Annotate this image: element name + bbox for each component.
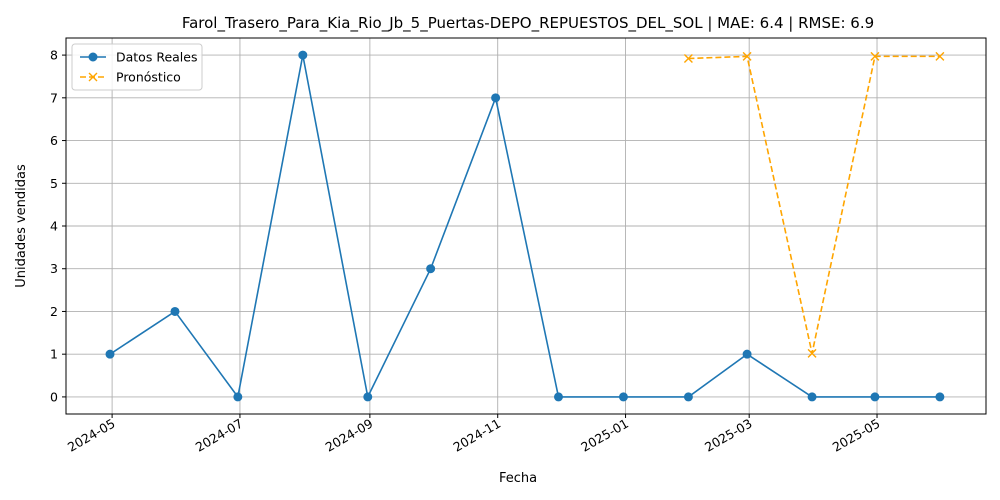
- data-point: [683, 392, 693, 402]
- y-tick-label: 7: [50, 90, 58, 105]
- legend-box: [71, 43, 203, 91]
- x-tick-label: 2025-03: [702, 416, 755, 455]
- series-forecast: [683, 51, 945, 358]
- y-tick-label: 1: [50, 347, 58, 362]
- chart-title: Farol_Trasero_Para_Kia_Rio_Jb_5_Puertas-…: [182, 14, 874, 33]
- data-point: [742, 51, 752, 61]
- grid-lines: [66, 38, 986, 414]
- legend-swatch-marker: [88, 52, 98, 62]
- legend-swatch-marker: [88, 72, 98, 82]
- data-point: [491, 93, 501, 103]
- data-point: [807, 348, 817, 358]
- x-tick-label: 2025-05: [830, 416, 883, 455]
- legend-entry-label: Pronóstico: [116, 70, 181, 85]
- series-actual: [105, 50, 945, 402]
- data-point: [870, 392, 880, 402]
- y-tick-label: 8: [50, 48, 58, 63]
- data-point: [363, 392, 373, 402]
- y-tick-label: 2: [50, 304, 58, 319]
- legend: Datos Reales Pronóstico: [71, 43, 203, 91]
- data-point: [935, 392, 945, 402]
- series-line: [109, 54, 940, 400]
- x-axis: 2024-05 2024-07 2024-09 2024-11 2025-01 2025-…: [65, 414, 883, 455]
- y-tick-label: 0: [50, 389, 58, 404]
- data-point: [807, 392, 817, 402]
- series-layer: [105, 50, 945, 402]
- data-point: [426, 264, 436, 274]
- x-tick-label: 2024-11: [450, 416, 503, 455]
- x-tick-label: 2024-05: [65, 416, 118, 455]
- y-axis: 0 1 2 3 4 5 6 7 8: [50, 48, 66, 404]
- data-point: [298, 50, 308, 60]
- data-point: [742, 349, 752, 359]
- data-point: [870, 51, 880, 61]
- x-tick-label: 2025-01: [578, 416, 631, 455]
- y-tick-label: 4: [50, 219, 58, 234]
- data-point: [935, 51, 945, 61]
- x-tick-label: 2024-09: [323, 416, 376, 455]
- data-point: [553, 392, 563, 402]
- x-tick-label: 2024-07: [193, 416, 246, 455]
- data-point: [683, 54, 693, 64]
- series-line: [688, 55, 940, 354]
- y-axis-label: Unidades vendidas: [14, 164, 29, 288]
- y-tick-label: 5: [50, 176, 58, 191]
- data-point: [170, 306, 180, 316]
- y-tick-label: 6: [50, 133, 58, 148]
- data-point: [233, 392, 243, 402]
- data-point: [105, 349, 115, 359]
- data-point: [618, 392, 628, 402]
- y-tick-label: 3: [50, 261, 58, 276]
- legend-entry-label: Datos Reales: [116, 50, 197, 65]
- x-axis-label: Fecha: [499, 471, 537, 486]
